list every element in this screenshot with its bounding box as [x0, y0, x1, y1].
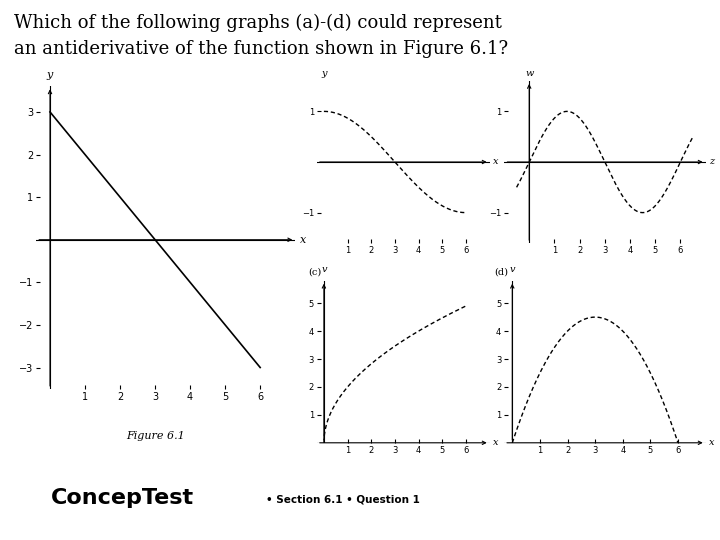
Text: v: v	[321, 265, 327, 274]
Text: • Section 6.1 • Question 1: • Section 6.1 • Question 1	[266, 495, 420, 505]
Text: ConcepTest: ConcepTest	[50, 488, 194, 508]
Text: x: x	[493, 158, 498, 166]
Text: y: y	[321, 70, 327, 78]
Text: z: z	[709, 158, 714, 166]
Text: x: x	[300, 235, 306, 245]
Text: Figure 6.1: Figure 6.1	[126, 431, 184, 441]
Text: v: v	[510, 265, 515, 274]
Text: Which of the following graphs (a)-(d) could represent: Which of the following graphs (a)-(d) co…	[14, 14, 503, 32]
Text: y: y	[47, 70, 53, 80]
Text: x: x	[709, 438, 715, 447]
Text: an antiderivative of the function shown in Figure 6.1?: an antiderivative of the function shown …	[14, 40, 508, 58]
Text: w: w	[525, 69, 534, 78]
Text: x: x	[493, 438, 498, 447]
Text: (d): (d)	[494, 268, 508, 277]
Text: (c): (c)	[308, 268, 321, 277]
